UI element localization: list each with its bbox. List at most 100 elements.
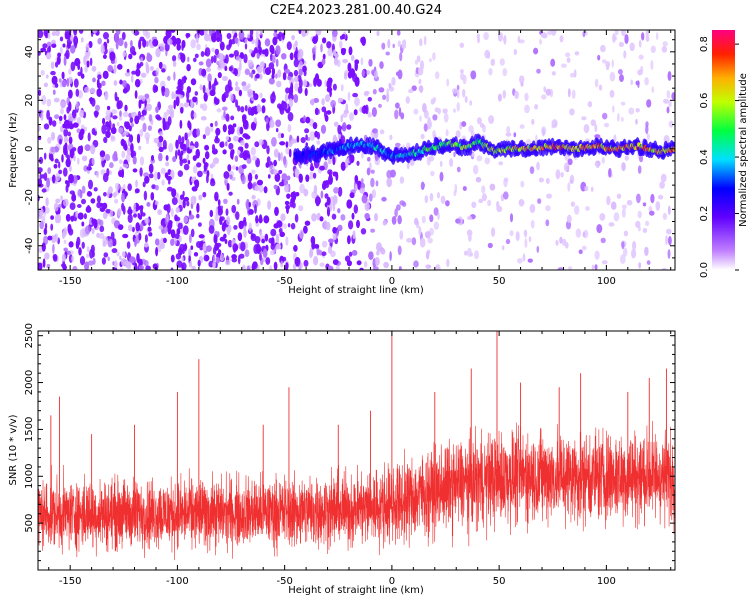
noise-blob xyxy=(456,84,460,91)
noise-blob xyxy=(166,175,172,181)
noise-blob xyxy=(144,132,150,141)
noise-blob xyxy=(194,53,199,59)
colorbar-tick-label: 0.4 xyxy=(699,149,710,165)
noise-blob xyxy=(188,248,192,256)
noise-blob xyxy=(135,205,141,211)
noise-blob xyxy=(304,88,308,96)
noise-blob xyxy=(208,80,212,91)
noise-blob xyxy=(124,143,128,151)
noise-blob xyxy=(217,72,222,79)
noise-blob xyxy=(667,205,671,215)
noise-blob xyxy=(84,49,91,58)
noise-blob xyxy=(343,109,349,115)
noise-blob xyxy=(127,213,133,223)
noise-blob xyxy=(121,150,126,159)
noise-blob xyxy=(222,124,227,133)
snr-frame xyxy=(37,330,676,571)
noise-blob xyxy=(332,227,337,234)
noise-blob xyxy=(80,73,85,79)
noise-blob xyxy=(324,94,331,102)
noise-blob xyxy=(144,242,149,248)
noise-blob xyxy=(224,259,230,266)
noise-blob xyxy=(515,231,520,242)
noise-blob xyxy=(475,176,482,183)
noise-blob xyxy=(568,266,573,270)
noise-blob xyxy=(242,85,248,91)
noise-blob xyxy=(163,237,167,243)
noise-blob xyxy=(274,206,279,216)
noise-blob xyxy=(608,168,612,178)
noise-blob xyxy=(411,85,417,91)
noise-blob xyxy=(59,138,62,145)
noise-blob xyxy=(279,231,285,237)
noise-blob xyxy=(318,249,323,256)
noise-blob xyxy=(506,126,511,134)
noise-blob xyxy=(635,118,638,125)
noise-blob xyxy=(186,64,191,72)
noise-blob xyxy=(298,68,303,76)
noise-blob xyxy=(171,197,178,206)
colorbar-tick-label: 0.8 xyxy=(699,36,710,52)
noise-blob xyxy=(252,261,258,270)
noise-blob xyxy=(370,169,375,174)
noise-blob xyxy=(258,139,264,146)
noise-blob xyxy=(141,109,147,116)
noise-blob xyxy=(294,50,299,60)
noise-blob xyxy=(600,237,606,244)
noise-blob xyxy=(212,148,218,155)
noise-blob xyxy=(51,131,55,141)
noise-blob xyxy=(241,265,246,270)
noise-blob xyxy=(590,186,594,192)
noise-blob xyxy=(216,231,220,238)
noise-blob xyxy=(136,133,141,144)
noise-blob xyxy=(192,96,198,103)
noise-blob xyxy=(271,67,275,76)
noise-blob xyxy=(503,191,509,200)
noise-blob xyxy=(608,222,615,227)
noise-blob xyxy=(244,135,251,140)
noise-blob xyxy=(473,164,479,175)
noise-blob xyxy=(225,113,230,122)
noise-blob xyxy=(227,226,231,236)
noise-blob xyxy=(296,135,300,143)
noise-blob xyxy=(188,214,195,220)
noise-blob xyxy=(135,68,141,77)
noise-blob xyxy=(164,87,170,98)
noise-blob xyxy=(63,119,70,129)
noise-blob xyxy=(304,128,310,134)
noise-blob xyxy=(277,132,282,139)
noise-blob xyxy=(206,170,210,178)
noise-blob xyxy=(637,210,642,219)
noise-blob xyxy=(167,38,173,45)
noise-blob xyxy=(46,98,52,107)
noise-blob xyxy=(142,122,147,133)
noise-blob xyxy=(225,136,229,141)
noise-blob xyxy=(227,164,232,172)
noise-blob xyxy=(536,245,540,253)
noise-blob xyxy=(240,52,245,59)
noise-blob xyxy=(364,213,370,220)
noise-blob xyxy=(499,58,505,66)
noise-blob xyxy=(613,36,617,41)
noise-blob xyxy=(251,125,255,130)
noise-blob xyxy=(180,107,184,114)
noise-blob xyxy=(202,84,206,94)
noise-blob xyxy=(206,67,211,73)
noise-blob xyxy=(95,104,100,112)
noise-blob xyxy=(255,215,259,224)
noise-blob xyxy=(216,37,221,42)
noise-blob xyxy=(361,151,364,159)
noise-blob xyxy=(309,165,315,171)
noise-blob xyxy=(99,225,105,233)
noise-blob xyxy=(418,226,422,236)
noise-blob xyxy=(113,151,118,161)
noise-blob xyxy=(316,140,321,145)
noise-blob xyxy=(291,35,295,41)
noise-blob xyxy=(470,70,477,80)
noise-blob xyxy=(339,40,343,49)
noise-blob xyxy=(650,60,654,70)
noise-blob xyxy=(305,174,310,182)
noise-blob xyxy=(519,39,525,44)
noise-blob xyxy=(321,251,327,256)
noise-blob xyxy=(321,98,325,106)
